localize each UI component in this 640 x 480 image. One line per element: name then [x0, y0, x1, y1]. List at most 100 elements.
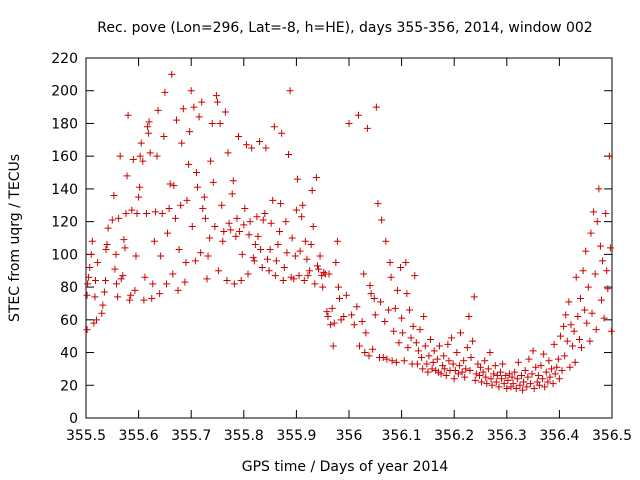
data-point — [582, 247, 590, 255]
data-point — [414, 347, 422, 355]
data-point — [521, 367, 529, 375]
data-point — [244, 270, 252, 278]
data-point — [475, 371, 483, 379]
data-point — [487, 375, 495, 383]
data-point — [409, 322, 417, 330]
x-axis: 355.5 355.6 355.7 355.8 355.9 356 356.1 356.2 35… — [66, 58, 632, 444]
x-tick-label: 355.9 — [276, 428, 316, 444]
data-point — [179, 105, 187, 113]
data-point — [427, 335, 435, 343]
data-point — [313, 262, 321, 270]
data-point — [546, 373, 554, 381]
data-point — [207, 157, 215, 165]
data-point — [146, 149, 154, 157]
y-tick-label: 80 — [60, 280, 78, 296]
data-point — [514, 358, 522, 366]
data-point — [372, 103, 380, 111]
data-point — [300, 277, 308, 285]
data-point — [395, 339, 403, 347]
data-point — [162, 280, 170, 288]
data-point — [280, 263, 288, 271]
data-point — [128, 206, 136, 214]
data-point — [363, 124, 371, 132]
data-point — [186, 128, 194, 136]
data-point — [499, 360, 507, 368]
data-point — [484, 365, 492, 373]
data-point — [562, 311, 570, 319]
data-point — [303, 255, 311, 263]
data-point — [139, 157, 147, 165]
data-point — [469, 337, 477, 345]
data-point — [597, 296, 605, 304]
data-point — [154, 106, 162, 114]
data-point — [541, 383, 549, 391]
data-point — [87, 250, 95, 258]
data-point — [83, 326, 91, 334]
data-point — [367, 290, 375, 298]
data-point — [565, 298, 573, 306]
data-point — [170, 182, 178, 190]
data-point — [567, 321, 575, 329]
data-point — [412, 339, 420, 347]
x-tick-label: 355.6 — [119, 428, 159, 444]
data-point — [110, 191, 118, 199]
data-point — [91, 293, 99, 301]
data-point — [301, 237, 309, 245]
data-point — [448, 334, 456, 342]
data-point — [312, 173, 320, 181]
data-point — [537, 362, 545, 370]
data-point — [160, 133, 168, 141]
data-point — [386, 259, 394, 267]
data-point — [229, 177, 237, 185]
data-point — [140, 296, 148, 304]
data-point — [204, 252, 212, 260]
data-point — [430, 347, 438, 355]
data-point — [583, 319, 591, 327]
data-point — [269, 196, 277, 204]
data-point — [299, 201, 307, 209]
data-point — [553, 363, 561, 371]
data-point — [498, 375, 506, 383]
data-point — [423, 360, 431, 368]
data-point — [418, 353, 426, 361]
data-point — [161, 88, 169, 96]
data-point — [283, 249, 291, 257]
data-point — [483, 380, 491, 388]
data-point — [420, 313, 428, 321]
data-point — [413, 360, 421, 368]
data-point — [378, 216, 386, 224]
data-point — [221, 108, 229, 116]
data-point — [304, 272, 312, 280]
data-point — [126, 296, 134, 304]
data-point — [361, 349, 369, 357]
data-point — [172, 116, 180, 124]
data-point — [528, 370, 536, 378]
data-point — [192, 169, 200, 177]
data-point — [563, 337, 571, 345]
data-point — [214, 98, 221, 106]
data-point — [325, 270, 333, 278]
data-point — [442, 371, 450, 379]
data-point — [309, 223, 317, 231]
data-point — [277, 200, 285, 208]
data-point — [274, 241, 282, 249]
data-point — [171, 214, 179, 222]
data-point — [306, 267, 314, 275]
data-point — [548, 365, 556, 373]
data-point — [216, 119, 224, 127]
data-point — [285, 151, 293, 159]
data-point — [127, 291, 135, 299]
y-tick-label: 40 — [60, 346, 78, 362]
data-point — [374, 200, 382, 208]
data-point — [195, 113, 203, 121]
data-point — [99, 301, 107, 309]
data-point — [240, 221, 248, 229]
data-point — [253, 213, 261, 221]
data-point — [164, 229, 172, 237]
data-point — [587, 229, 595, 237]
data-point — [102, 245, 110, 253]
data-point — [145, 129, 153, 137]
data-point — [369, 345, 377, 353]
data-point — [424, 368, 432, 376]
data-point — [121, 244, 129, 252]
